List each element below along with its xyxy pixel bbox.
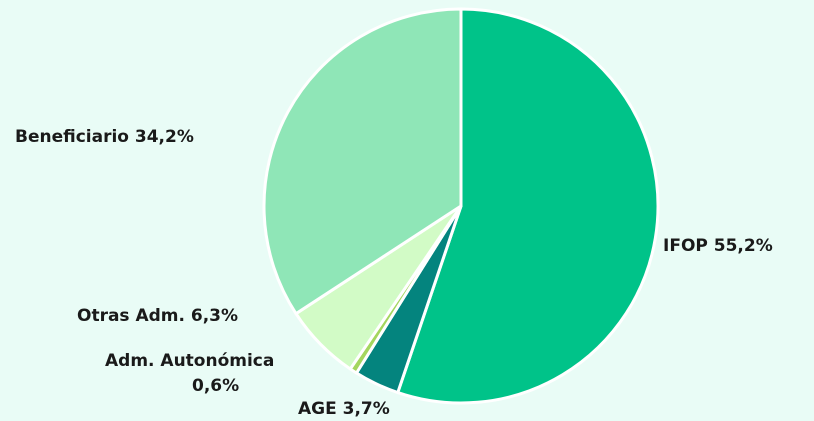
slice-label-age: AGE 3,7% bbox=[298, 399, 390, 419]
slice-label-ifop: IFOP 55,2% bbox=[663, 236, 773, 256]
pie-slice-beneficiario bbox=[262, 7, 463, 316]
slice-label-adm-autonomica: Adm. Autonómica bbox=[105, 351, 275, 371]
slice-label-adm-autonomica-value: 0,6% bbox=[192, 376, 240, 396]
slice-label-beneficiario: Beneficiario 34,2% bbox=[15, 127, 194, 147]
pie-slice-ifop bbox=[396, 7, 660, 405]
slice-label-otras-adm: Otras Adm. 6,3% bbox=[77, 306, 239, 326]
